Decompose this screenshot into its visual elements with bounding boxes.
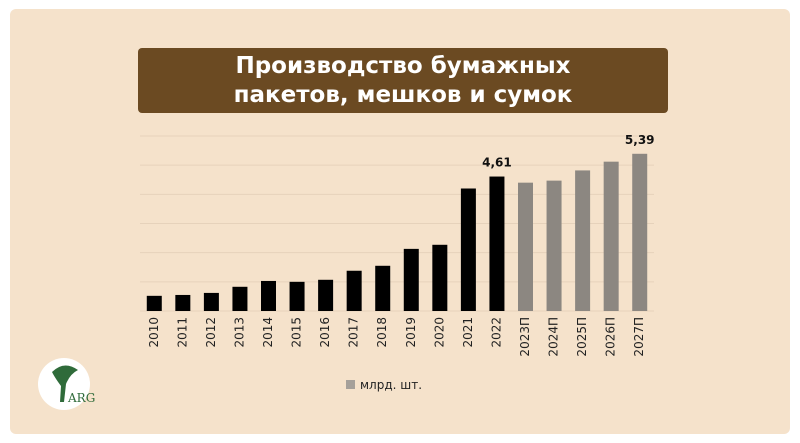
bar — [146, 295, 162, 311]
x-tick-label: 2014 — [261, 317, 275, 348]
bar — [518, 182, 533, 311]
x-tick-label: 2010 — [147, 317, 161, 348]
x-tick-label: 2022 — [489, 317, 503, 348]
bar — [460, 188, 476, 311]
bar — [603, 161, 619, 311]
x-tick-label: 2023П — [518, 317, 532, 357]
bar — [232, 286, 248, 311]
bar — [403, 248, 419, 311]
bar — [203, 292, 219, 311]
x-tick-label: 2018 — [375, 317, 389, 348]
value-label: 4,61 — [482, 156, 512, 170]
bar — [575, 170, 591, 311]
bar — [261, 280, 276, 311]
bar — [289, 281, 305, 311]
chart-title: Производство бумажных пакетов, мешков и … — [138, 48, 668, 113]
bar — [346, 270, 362, 311]
x-tick-label: 2012 — [204, 317, 218, 348]
x-tick-label: 2015 — [290, 317, 304, 348]
logo-text: ARG — [67, 391, 95, 405]
value-label: 5,39 — [625, 133, 655, 147]
x-tick-label: 2011 — [175, 317, 189, 348]
x-tick-label: 2019 — [404, 317, 418, 348]
x-tick-label: 2024П — [547, 317, 561, 357]
x-tick-label: 2016 — [318, 317, 332, 348]
x-tick-label: 2026П — [604, 317, 618, 357]
x-tick-label: 2021 — [461, 317, 475, 348]
bar — [489, 176, 505, 311]
bar — [632, 153, 648, 311]
bar — [375, 265, 391, 311]
legend-label: млрд. шт. — [360, 378, 422, 392]
logo-tree — [52, 365, 78, 402]
bar — [432, 244, 448, 311]
bar — [318, 279, 334, 311]
x-tick-label: 2013 — [232, 317, 246, 348]
x-tick-label: 2027П — [632, 317, 646, 357]
x-tick-label: 2020 — [432, 317, 446, 348]
bar — [546, 180, 562, 311]
legend-swatch — [346, 380, 355, 389]
x-tick-label: 2017 — [347, 317, 361, 348]
bar — [175, 294, 191, 311]
x-tick-label: 2025П — [575, 317, 589, 357]
